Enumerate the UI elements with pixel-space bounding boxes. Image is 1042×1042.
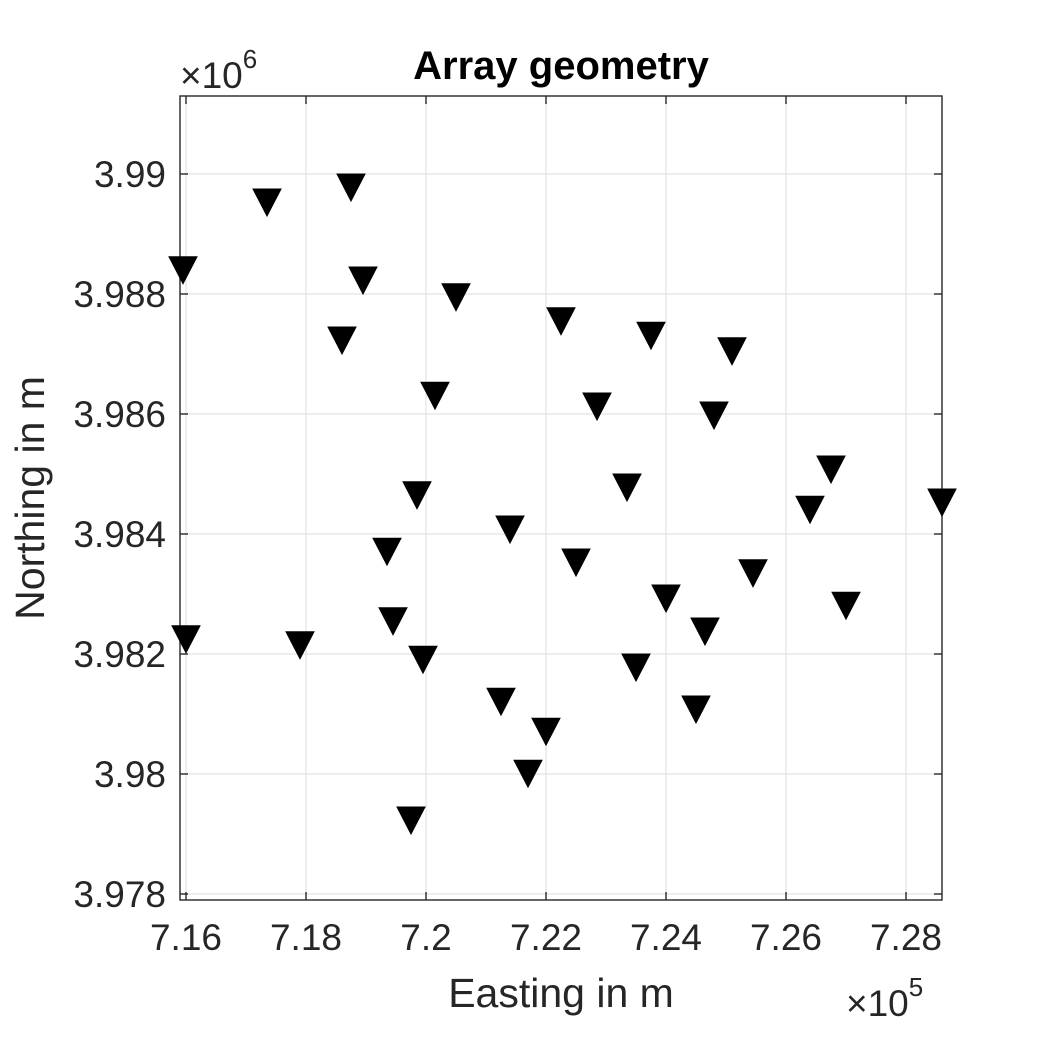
station-marker [396, 806, 426, 836]
x-axis-label: Easting in m [448, 970, 674, 1016]
station-marker [336, 173, 366, 203]
x-exponent-power: 5 [909, 972, 923, 1002]
grid-lines [180, 96, 942, 900]
station-marker [699, 401, 729, 431]
station-marker [495, 515, 525, 545]
station-marker [372, 537, 402, 567]
station-marker [795, 495, 825, 525]
x-exponent-base: ×10 [846, 983, 909, 1024]
x-tick-label: 7.28 [870, 917, 942, 958]
x-tick-label: 7.2 [400, 917, 451, 958]
station-marker [927, 488, 957, 518]
station-marker [690, 617, 720, 647]
y-tick-label: 3.988 [73, 274, 166, 315]
station-marker [738, 559, 768, 588]
station-marker [408, 645, 438, 675]
y-tick-label: 3.986 [73, 394, 166, 435]
station-marker [348, 266, 378, 296]
y-tick-label: 3.98 [94, 754, 166, 795]
x-tick-label: 7.22 [510, 917, 582, 958]
station-marker [420, 381, 450, 411]
x-tick-label: 7.26 [750, 917, 822, 958]
y-tick-label: 3.978 [73, 874, 166, 915]
station-marker [402, 481, 432, 510]
y-exponent-base: ×10 [180, 55, 243, 96]
tick-labels: 7.16 7.18 7.2 7.22 7.24 7.26 7.28 3.978 3.98 3.98… [73, 154, 942, 958]
y-tick-label: 3.99 [94, 154, 166, 195]
station-marker [441, 283, 471, 312]
station-marker [582, 392, 612, 422]
data-points [168, 173, 957, 836]
station-marker [621, 653, 651, 683]
y-tick-label: 3.984 [73, 514, 166, 555]
station-marker [717, 337, 747, 366]
station-marker [513, 759, 543, 789]
y-axis-label: Northing in m [7, 376, 53, 620]
station-marker [378, 607, 408, 636]
y-exponent-power: 6 [243, 44, 257, 74]
station-marker [561, 548, 591, 578]
tick-marks [180, 96, 942, 900]
chart-title: Array geometry [413, 44, 709, 88]
station-marker [171, 625, 201, 654]
x-tick-label: 7.18 [270, 917, 342, 958]
station-marker [252, 188, 282, 218]
plot-area [180, 96, 942, 900]
y-tick-label: 3.982 [73, 634, 166, 675]
station-marker [612, 473, 642, 503]
station-marker [486, 687, 516, 717]
station-marker [816, 455, 846, 485]
x-tick-label: 7.16 [150, 917, 222, 958]
station-marker [168, 256, 198, 285]
x-axis-exponent: ×105 [846, 972, 923, 1024]
station-marker [327, 326, 357, 356]
station-marker [831, 591, 861, 621]
station-marker [546, 307, 576, 336]
station-marker [681, 695, 711, 725]
x-tick-label: 7.24 [630, 917, 702, 958]
y-axis-exponent: ×106 [180, 44, 257, 96]
station-marker [285, 631, 315, 660]
station-marker [651, 584, 681, 614]
station-marker [531, 717, 561, 747]
station-marker [636, 321, 666, 351]
